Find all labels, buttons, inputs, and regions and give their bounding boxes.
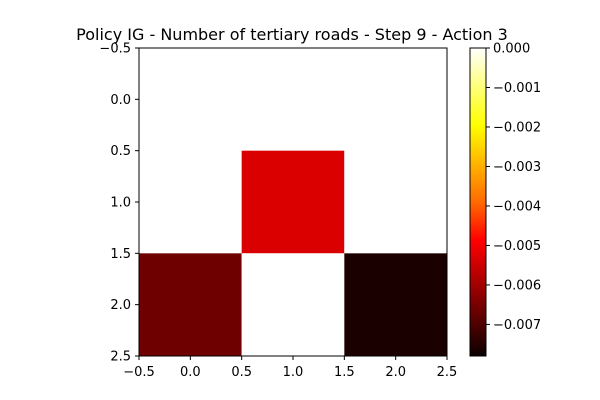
colorbar-tick-label: 0.000 (493, 42, 530, 57)
heatmap-cell (241, 48, 345, 151)
y-tick-label: 0.5 (110, 144, 131, 159)
y-tick-label: 1.5 (110, 247, 131, 262)
y-axis: −0.5 0.0 0.5 1.0 1.5 2.0 2.5 (99, 42, 139, 365)
chart-title: Policy IG - Number of tertiary roads - S… (76, 25, 508, 44)
colorbar-tick-label: −0.001 (493, 81, 541, 96)
heatmap-cell (344, 253, 447, 356)
heatmap-cell (139, 150, 242, 254)
x-tick-label: 0.5 (231, 365, 252, 380)
y-tick-label: 2.0 (110, 298, 131, 313)
colorbar-tick-label: −0.004 (493, 199, 541, 214)
heatmap-cell (241, 150, 345, 254)
heatmap-cell (139, 48, 242, 151)
colorbar-tick-label: −0.006 (493, 278, 541, 293)
x-tick-label: 2.0 (385, 365, 406, 380)
x-axis: −0.5 0.0 0.5 1.0 1.5 2.0 2.5 (123, 356, 457, 380)
x-tick-label: 2.5 (437, 365, 458, 380)
heatmap-cells (139, 48, 447, 356)
colorbar-axis: 0.000 −0.001 −0.002 −0.003 −0.004 −0.005 −0.00… (486, 42, 541, 333)
x-tick-label: 1.5 (334, 365, 355, 380)
heatmap-cell (344, 150, 447, 254)
x-tick-label: 0.0 (180, 365, 201, 380)
y-tick-label: 2.5 (110, 350, 131, 365)
x-tick-label: −0.5 (123, 365, 155, 380)
x-tick-label: 1.0 (283, 365, 304, 380)
heatmap-cell (344, 48, 447, 151)
heatmap-cell (241, 253, 345, 356)
y-tick-label: −0.5 (99, 42, 131, 57)
colorbar (469, 47, 487, 357)
colorbar-tick-label: −0.005 (493, 239, 541, 254)
colorbar-tick-label: −0.007 (493, 318, 541, 333)
heatmap-cell (139, 253, 242, 356)
y-tick-label: 0.0 (110, 93, 131, 108)
colorbar-tick-label: −0.002 (493, 120, 541, 135)
colorbar-tick-label: −0.003 (493, 160, 541, 175)
y-tick-label: 1.0 (110, 196, 131, 211)
